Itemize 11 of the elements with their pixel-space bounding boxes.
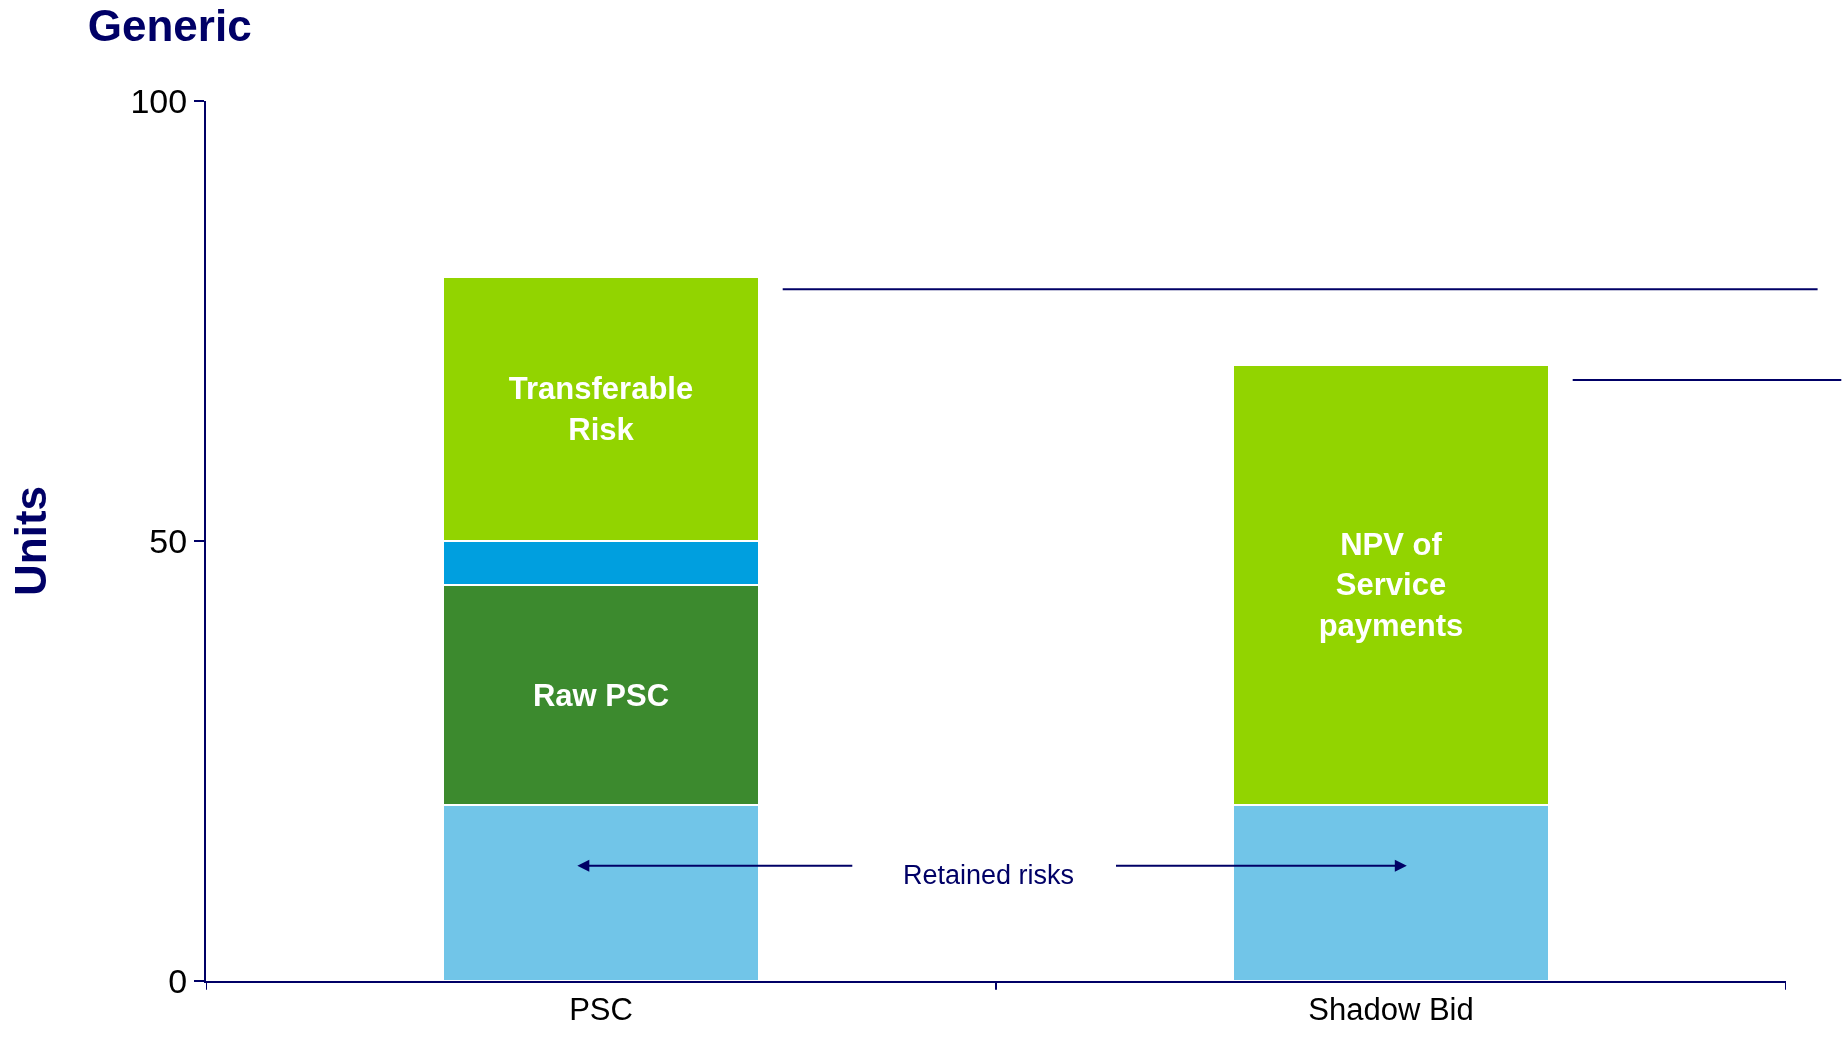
y-axis-title: Units bbox=[6, 486, 56, 596]
series-label: Raw PSC bbox=[532, 677, 670, 713]
series-label: Transferable Risk bbox=[508, 371, 694, 447]
y-tick-label: 0 bbox=[168, 961, 188, 1000]
annotation: Retained risks bbox=[903, 860, 1075, 890]
y-tick-label: 100 bbox=[130, 81, 188, 120]
x-tick-label: PSC bbox=[569, 992, 633, 1028]
y-tick-label: 50 bbox=[149, 521, 188, 560]
x-tick-label: Shadow Bid bbox=[1308, 992, 1474, 1028]
chart-title: Generic bbox=[87, 1, 252, 51]
series-label: NPV of Service payments bbox=[1318, 527, 1464, 643]
